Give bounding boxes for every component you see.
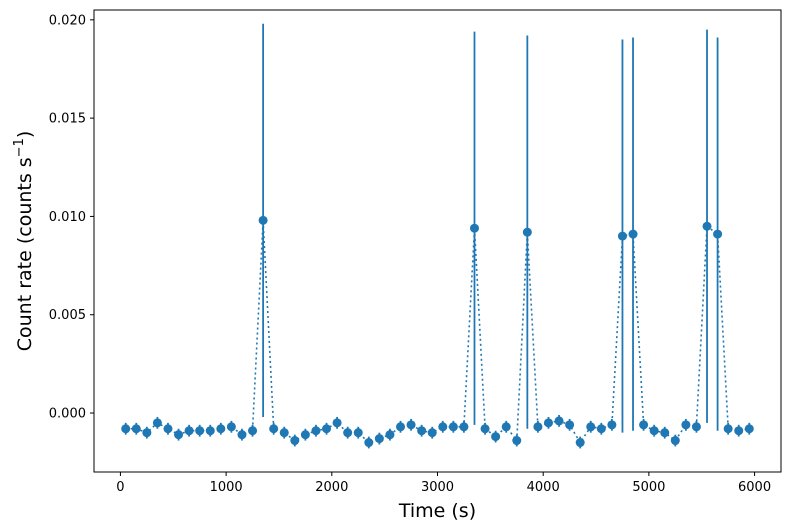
data-point: [723, 424, 733, 434]
data-point: [332, 418, 342, 428]
data-point: [237, 430, 247, 440]
data-point: [385, 430, 395, 440]
x-tick-label: 2000: [315, 480, 348, 495]
data-point: [343, 428, 353, 438]
data-point: [543, 418, 553, 428]
data-point: [226, 422, 236, 432]
data-point: [660, 428, 670, 438]
data-point: [131, 424, 141, 434]
data-point: [121, 424, 131, 434]
data-point: [427, 428, 437, 438]
data-point: [469, 223, 479, 233]
data-point: [142, 428, 152, 438]
data-point: [522, 227, 532, 237]
data-point: [364, 438, 374, 448]
data-point: [639, 420, 649, 430]
data-point: [353, 428, 363, 438]
y-tick-label: 0.000: [49, 407, 86, 422]
data-point: [438, 422, 448, 432]
x-axis-label: Time (s): [398, 500, 476, 522]
data-point: [649, 426, 659, 436]
y-axis: 0.000 0.005 0.010 0.015 0.020: [49, 13, 94, 422]
data-point: [195, 426, 205, 436]
y-axis-label-close: ): [14, 131, 36, 138]
data-point: [269, 424, 279, 434]
y-axis-label: Count rate (counts s−1): [12, 131, 36, 352]
data-point: [152, 418, 162, 428]
data-point: [734, 426, 744, 436]
data-point: [512, 436, 522, 446]
data-point: [533, 422, 543, 432]
data-point: [258, 215, 268, 225]
data-point: [417, 426, 427, 436]
data-point: [174, 430, 184, 440]
x-tick-label: 6000: [738, 480, 771, 495]
y-tick-label: 0.010: [49, 210, 86, 225]
data-point: [575, 438, 585, 448]
data-point: [480, 424, 490, 434]
data-point: [406, 420, 416, 430]
series-line: [125, 220, 750, 444]
data-point: [322, 424, 332, 434]
data-point: [491, 432, 501, 442]
data-point: [607, 420, 617, 430]
data-point: [744, 424, 754, 434]
data-point: [300, 430, 310, 440]
data-point: [184, 426, 194, 436]
x-tick-label: 4000: [527, 480, 560, 495]
data-point: [311, 426, 321, 436]
y-tick-label: 0.020: [49, 13, 86, 28]
data-point: [596, 424, 606, 434]
x-tick-label: 1000: [210, 480, 243, 495]
data-point: [565, 420, 575, 430]
data-point: [586, 422, 596, 432]
data-point: [628, 229, 638, 239]
data-point: [205, 426, 215, 436]
data-point: [374, 434, 384, 444]
y-axis-label-main: Count rate (counts s: [14, 157, 36, 351]
x-tick-label: 0: [116, 480, 124, 495]
data-point: [501, 422, 511, 432]
x-tick-label: 5000: [632, 480, 665, 495]
data-point: [617, 231, 627, 241]
data-point: [670, 436, 680, 446]
data-point: [713, 229, 723, 239]
data-point: [702, 221, 712, 231]
data-point: [216, 424, 226, 434]
plot-area: [121, 23, 754, 449]
data-point: [459, 422, 469, 432]
data-point: [290, 436, 300, 446]
x-tick-label: 3000: [421, 480, 454, 495]
data-point: [448, 422, 458, 432]
data-point: [248, 426, 258, 436]
x-axis: 0 1000 2000 3000 4000 5000 6000: [116, 472, 771, 495]
data-point: [279, 428, 289, 438]
data-point: [681, 420, 691, 430]
data-point: [396, 422, 406, 432]
data-point: [691, 422, 701, 432]
y-tick-label: 0.005: [49, 308, 86, 323]
axes-frame: [93, 9, 782, 473]
y-tick-label: 0.015: [49, 112, 86, 127]
data-point: [163, 424, 173, 434]
y-axis-label-superscript: −1: [12, 138, 27, 157]
data-point: [554, 416, 564, 426]
